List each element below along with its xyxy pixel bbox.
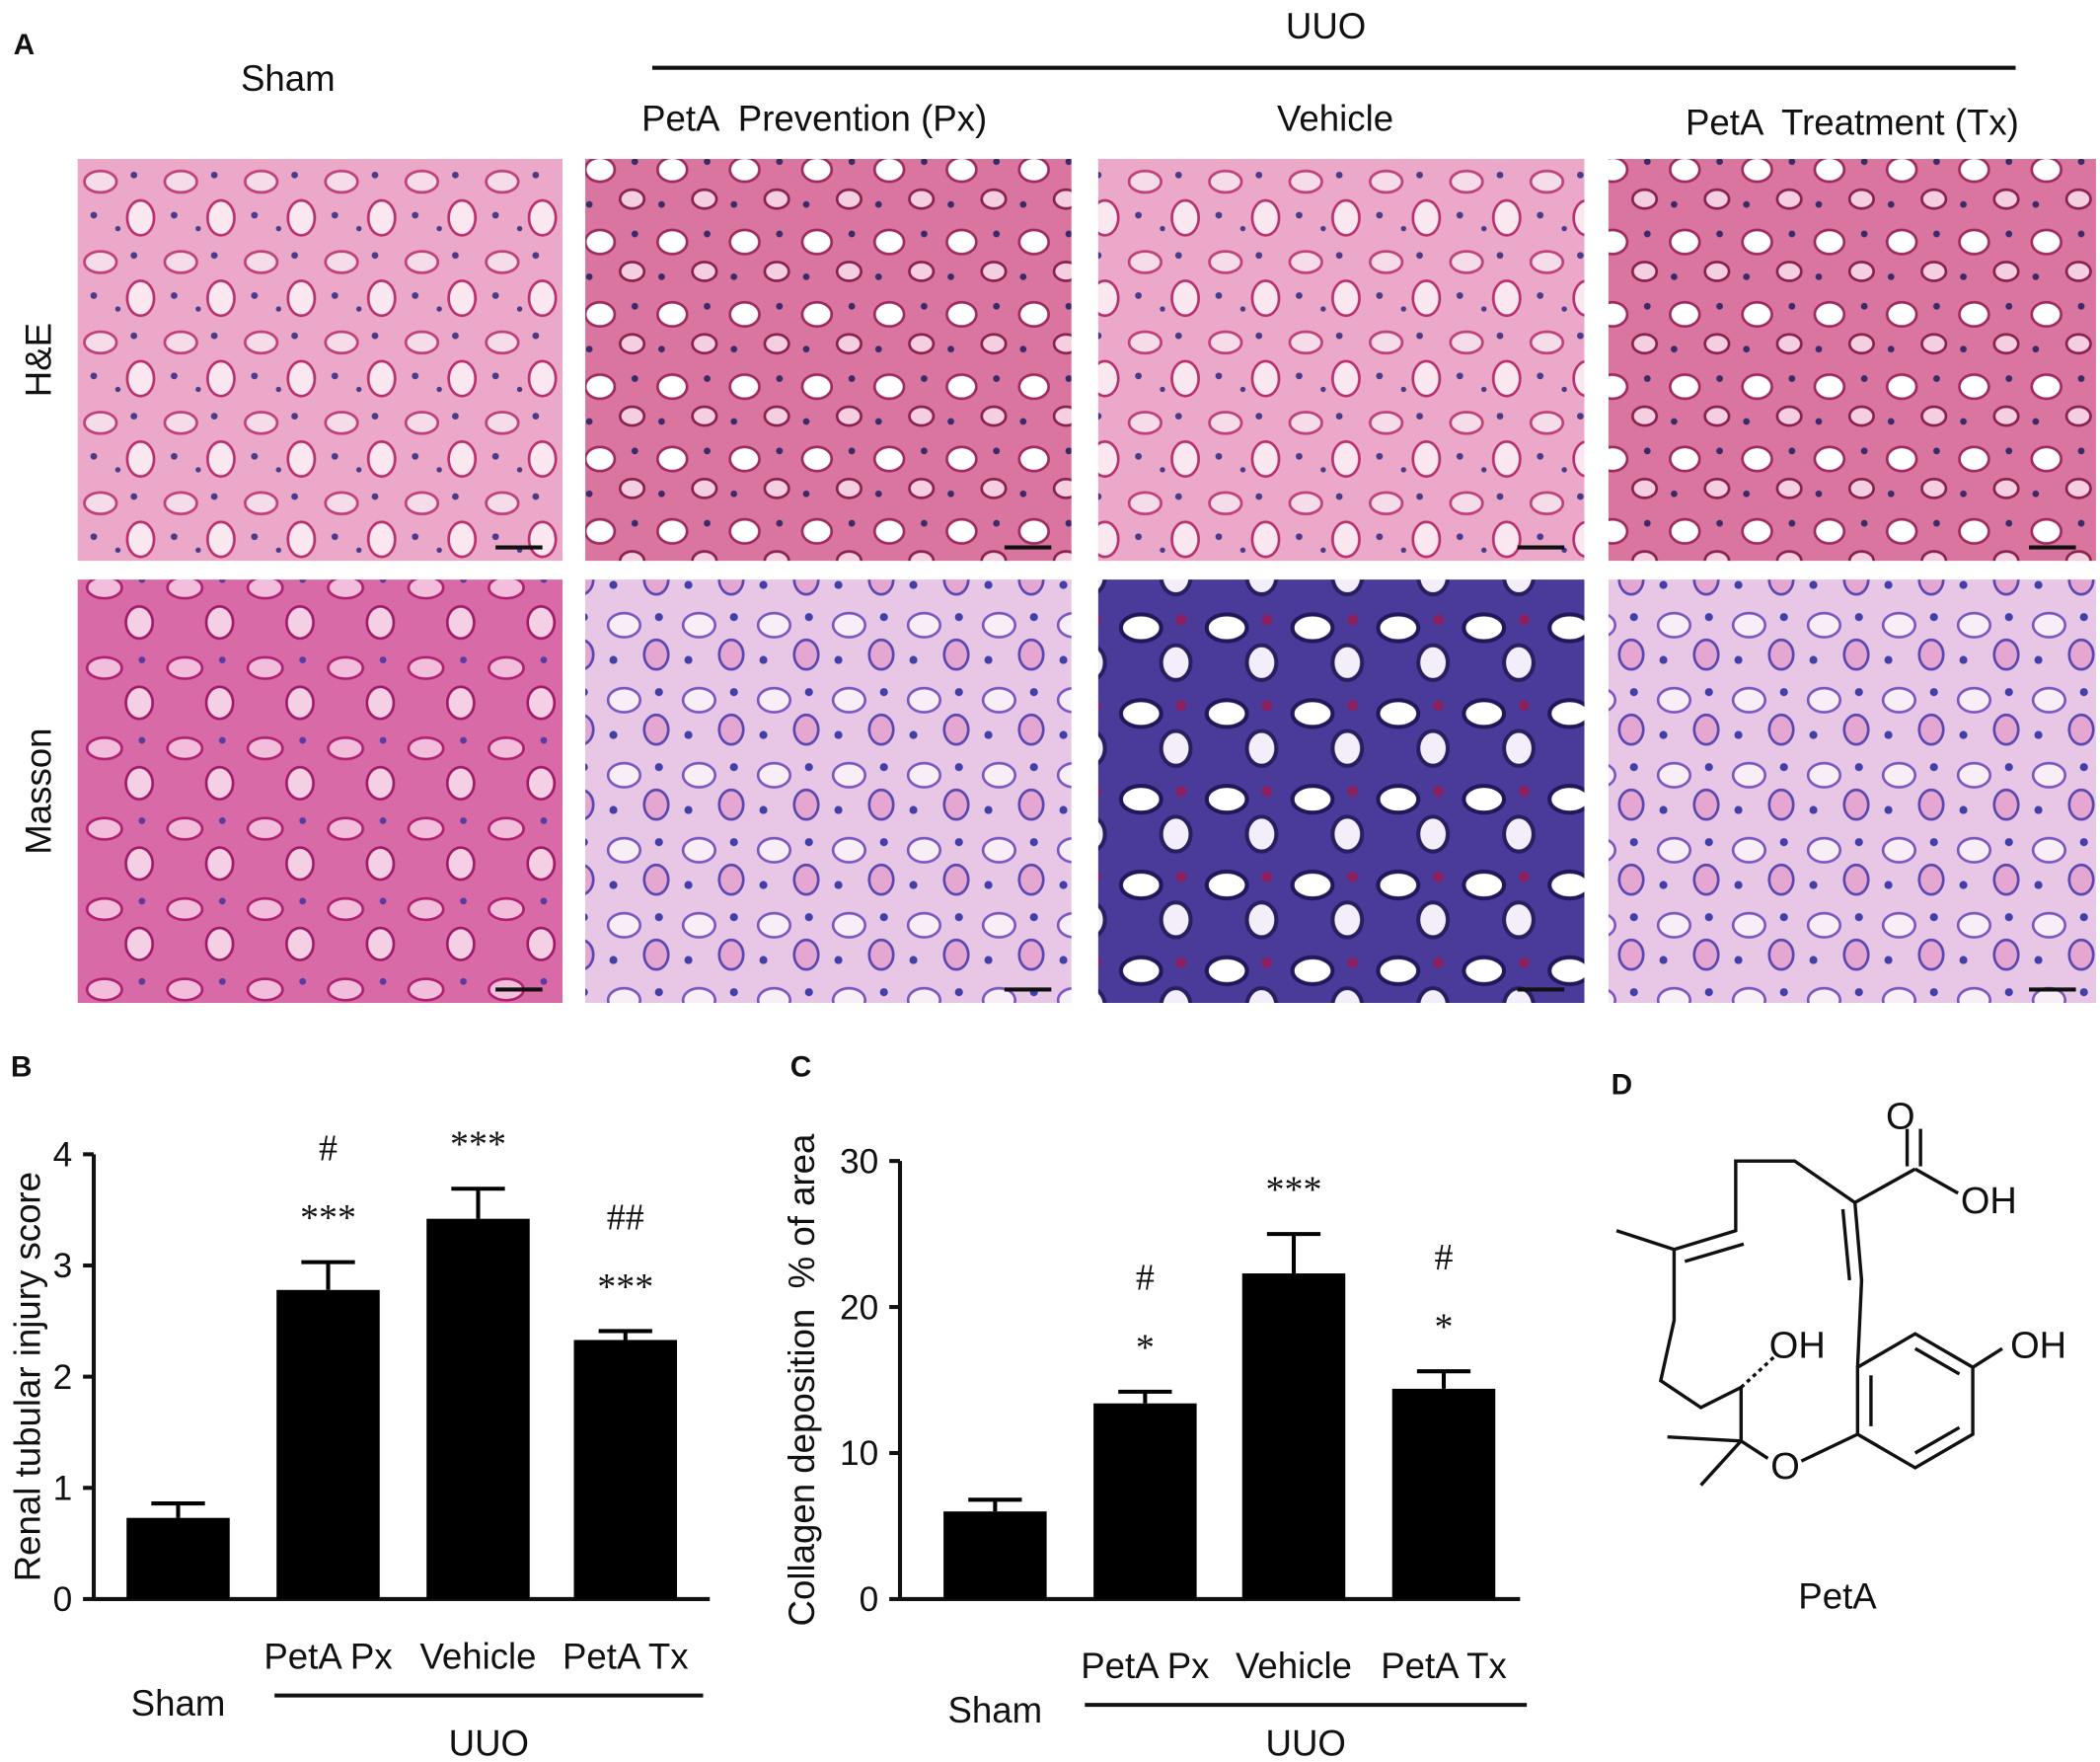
panel-label: C: [790, 1051, 812, 1084]
column-header: Vehicle: [1277, 99, 1393, 139]
micrograph: [77, 159, 562, 562]
panel-label: B: [11, 1051, 33, 1084]
x-tick-label: PetA Tx: [562, 1637, 689, 1677]
bond: [1913, 1167, 1959, 1195]
y-tick-label: 20: [840, 1288, 878, 1327]
significance-star: *: [1435, 1307, 1454, 1348]
bar: [1093, 1403, 1197, 1599]
micrograph: [1608, 579, 2096, 1003]
y-tick-label: 0: [53, 1580, 73, 1619]
micrograph: [1097, 579, 1585, 1003]
significance-hash: #: [1435, 1237, 1454, 1278]
x-tick-label: Sham: [131, 1683, 226, 1724]
error-bar: [598, 1329, 652, 1341]
y-tick-label: 3: [53, 1247, 73, 1285]
bond: [1840, 1208, 1851, 1281]
error-bar: [968, 1497, 1022, 1512]
group-label: UUO: [1286, 6, 1366, 46]
bar: [426, 1218, 530, 1599]
compound-name: PetA: [1798, 1575, 1877, 1616]
significance-hash: ##: [607, 1196, 644, 1238]
x-tick-label: PetA Px: [1081, 1646, 1209, 1686]
bar: [943, 1511, 1047, 1599]
panel-label: A: [14, 29, 36, 61]
significance-hash: #: [319, 1127, 338, 1169]
micrographs: [77, 159, 2096, 1003]
micrograph: [585, 579, 1072, 1003]
significance-star: ***: [597, 1266, 653, 1308]
error-bar: [1416, 1369, 1471, 1389]
y-tick-label: 4: [53, 1136, 73, 1175]
bond: [1800, 1432, 1859, 1463]
bond: [1615, 1229, 1675, 1252]
atom-label: OH: [1961, 1181, 2017, 1222]
error-bar: [151, 1501, 205, 1518]
column-header: PetA Treatment (Tx): [1686, 103, 2019, 143]
bond: [1658, 1159, 1916, 1441]
group-label: UUO: [1266, 1724, 1346, 1762]
significance-star: *: [1136, 1327, 1155, 1368]
bond: [1913, 1425, 1961, 1455]
atom-label: O: [1770, 1446, 1800, 1488]
column-header: Sham: [241, 58, 336, 99]
column-header: PetA Prevention (Px): [641, 99, 987, 139]
bond: [1699, 1439, 1743, 1487]
micrograph: [77, 579, 562, 1003]
chemical-structure: O OH OH O OH PetA: [1615, 1097, 2066, 1616]
aromatic-ring: [1855, 1332, 1975, 1470]
bar: [126, 1517, 230, 1599]
bond: [1667, 1435, 1742, 1443]
panel-label: D: [1612, 1068, 1633, 1101]
x-tick-label: Vehicle: [419, 1637, 536, 1677]
y-tick-label: 30: [840, 1142, 878, 1181]
micrograph: [1608, 159, 2096, 562]
y-tick-label: 10: [840, 1434, 878, 1473]
significance-star: ***: [300, 1197, 356, 1239]
y-tick-label: 1: [53, 1470, 73, 1508]
bar: [1241, 1273, 1346, 1599]
micrograph: [1097, 159, 1585, 562]
bond: [1684, 1242, 1745, 1264]
significance-star: ***: [450, 1124, 506, 1166]
error-bar: [1118, 1389, 1172, 1404]
row-label: Masson: [19, 728, 59, 854]
y-axis-label: Collagen deposition % of area: [782, 1133, 822, 1626]
group-label: UUO: [449, 1724, 529, 1762]
error-bar: [451, 1187, 505, 1219]
x-tick-label: PetA Px: [263, 1637, 392, 1677]
micrograph: [585, 159, 1072, 562]
bond: [1972, 1346, 2003, 1369]
atom-label: OH: [1769, 1326, 1826, 1367]
x-tick-label: Vehicle: [1236, 1646, 1352, 1686]
bond: [1913, 1346, 1961, 1376]
y-axis-label: Renal tubular injury score: [8, 1172, 48, 1581]
x-tick-label: Sham: [948, 1690, 1043, 1730]
y-tick-label: 0: [860, 1580, 879, 1619]
y-tick-label: 2: [53, 1358, 73, 1397]
row-label: H&E: [19, 323, 59, 397]
bar: [1391, 1388, 1496, 1599]
bar: [276, 1289, 380, 1599]
significance-hash: #: [1136, 1258, 1155, 1299]
bar: [573, 1340, 678, 1599]
bond: [1740, 1439, 1769, 1460]
significance-star: ***: [1266, 1170, 1322, 1211]
atom-label: O: [1886, 1097, 1915, 1138]
bond: [1852, 1202, 1864, 1368]
x-tick-label: PetA Tx: [1381, 1646, 1507, 1686]
error-bar: [301, 1260, 355, 1290]
atom-label: OH: [2010, 1326, 2066, 1367]
error-bar: [1266, 1232, 1321, 1274]
